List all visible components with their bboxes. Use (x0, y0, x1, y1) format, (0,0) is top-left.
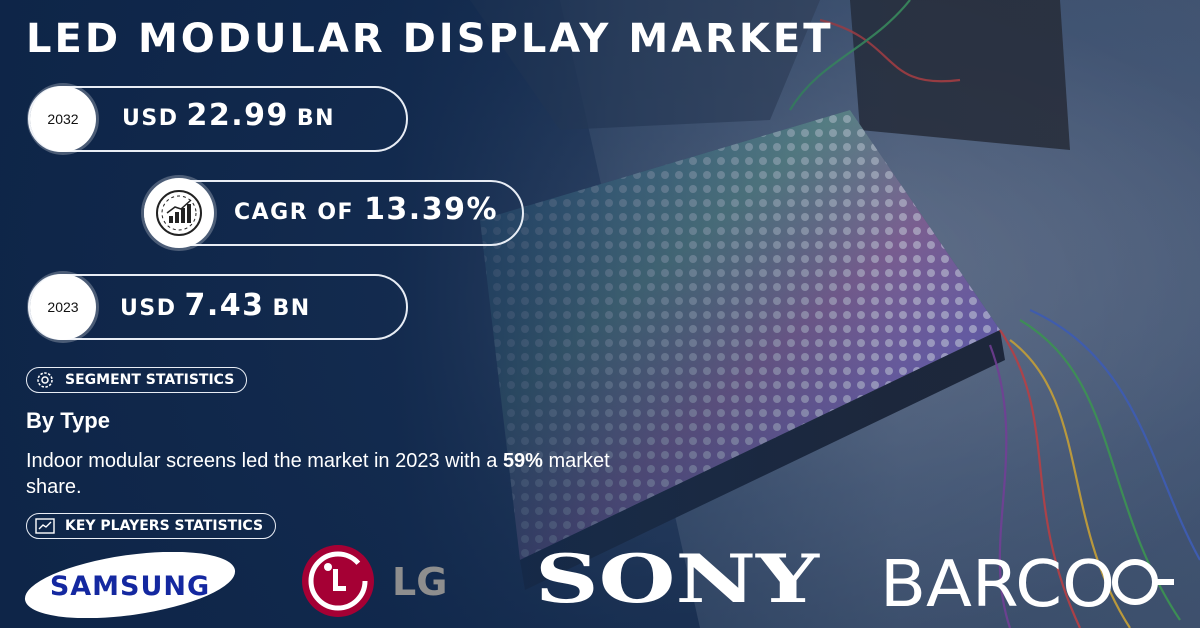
lg-logo-text: LG (392, 560, 447, 604)
base-unit: BN (272, 296, 311, 321)
forecast-unit: BN (296, 106, 336, 131)
cagr-label: CAGR OF 13.39% (234, 192, 506, 227)
barco-logo-text: BARCO (880, 548, 1115, 619)
sony-logo: SONY (532, 540, 822, 620)
segment-description: Indoor modular screens led the market in… (26, 448, 666, 500)
chart-icon (35, 517, 55, 535)
key-players-label: KEY PLAYERS STATISTICS (65, 518, 264, 534)
forecast-value-label: USD 22.99 BN (122, 98, 335, 133)
barco-logo: BARCO (880, 543, 1180, 623)
base-value-label: USD 7.43 BN (120, 288, 311, 323)
segment-heading: By Type (26, 408, 110, 433)
base-prefix: USD (120, 296, 177, 321)
base-pill (28, 274, 408, 340)
gears-icon (35, 371, 55, 389)
samsung-logo: SAMSUNG (24, 551, 236, 622)
forecast-year-badge: 2032 (30, 86, 96, 152)
segment-statistics-badge: SEGMENT STATISTICS (26, 367, 248, 393)
page-title: LED MODULAR DISPLAY MARKET (26, 16, 834, 62)
growth-chart-icon (156, 190, 202, 236)
segment-highlight: 59% (502, 450, 543, 472)
base-value: 7.43 (184, 288, 265, 323)
cagr-prefix: CAGR OF (234, 200, 355, 225)
samsung-logo-text: SAMSUNG (50, 571, 210, 602)
forecast-value: 22.99 (186, 98, 289, 133)
key-players-badge: KEY PLAYERS STATISTICS (26, 513, 277, 539)
forecast-prefix: USD (122, 106, 179, 131)
lg-logo: LG (300, 543, 470, 623)
segment-text-after: market share. (26, 450, 610, 498)
segment-text-before: Indoor modular screens led the market in… (26, 450, 503, 472)
segment-statistics-label: SEGMENT STATISTICS (65, 372, 235, 388)
forecast-pill (28, 86, 408, 152)
sony-logo-text: SONY (535, 540, 820, 616)
cagr-value: 13.39% (364, 192, 499, 227)
cagr-icon-badge (144, 178, 214, 248)
base-year-badge: 2023 (30, 274, 96, 340)
